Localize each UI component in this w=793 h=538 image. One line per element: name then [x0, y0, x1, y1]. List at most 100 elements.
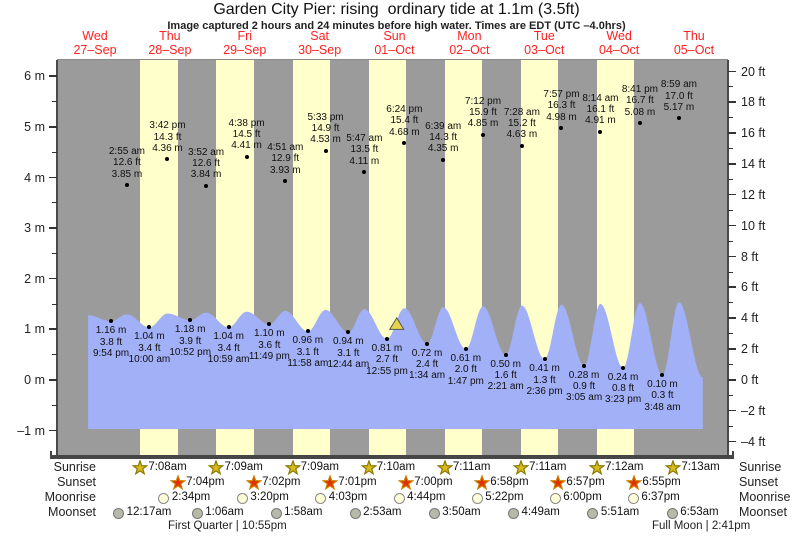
- tide-label-line: 3:23 pm: [605, 394, 642, 406]
- axis-endcap-right: [732, 451, 734, 459]
- day-date: 01–Oct: [374, 42, 415, 57]
- low-tide-point: [425, 341, 430, 346]
- meter-tick: [49, 176, 57, 179]
- feet-tick-label: 18 ft: [741, 95, 766, 110]
- moonrise-circle-icon: [627, 492, 639, 504]
- almanac-time: 7:09am: [224, 461, 263, 473]
- moonset-circle-icon: [191, 507, 203, 519]
- tide-label-line: 0.94 m: [333, 336, 364, 348]
- high-tide-label: 5:47 am 13.5 ft 4.11 m: [325, 133, 403, 167]
- tide-label-line: 14.5 ft: [232, 129, 261, 141]
- moonrise-circle-icon: [315, 492, 327, 504]
- day-name: Mon: [457, 29, 482, 43]
- tide-label-line: 3.93 m: [269, 164, 301, 176]
- feet-tick-label: 20 ft: [741, 64, 766, 79]
- low-tide-label: 1.04 m 3.4 ft 10:59 am: [190, 331, 268, 365]
- low-tide-label: 0.94 m 3.1 ft 12:44 am: [309, 336, 387, 370]
- tide-label-line: 2:55 am: [108, 146, 145, 158]
- tide-label-line: 0.9 ft: [572, 381, 596, 393]
- tide-label-line: 10:52 pm: [169, 346, 212, 358]
- tide-label-line: 2:36 pm: [526, 385, 563, 397]
- day-label: Thu 05–Oct: [657, 29, 731, 57]
- high-tide-point: [637, 120, 642, 125]
- tide-label-line: 4:51 am: [267, 142, 304, 154]
- meter-tick-label: 1 m: [24, 322, 45, 337]
- day-date: 27–Sep: [73, 42, 117, 57]
- feet-minor-tick: [728, 425, 733, 427]
- tide-label-line: 1.18 m: [174, 324, 206, 336]
- meter-minor-tick: [52, 151, 57, 153]
- feet-tick: [728, 132, 736, 134]
- day-name: Fri: [237, 29, 253, 43]
- high-tide-label: 3:42 pm 14.3 ft 4.36 m: [128, 120, 206, 154]
- meter-minor-tick: [52, 202, 57, 204]
- day-date: 03–Oct: [524, 42, 565, 57]
- day-name: Sat: [310, 29, 329, 43]
- tide-label-line: 15.4 ft: [390, 115, 419, 127]
- moonset-circle-icon: [113, 507, 125, 519]
- tide-label-line: 3:48 am: [644, 401, 681, 413]
- tide-label-line: 4.53 m: [310, 134, 341, 146]
- day-label: Sun 01–Oct: [358, 29, 432, 57]
- moonset-circle-icon: [587, 507, 599, 519]
- almanac-time: 7:00pm: [414, 476, 453, 488]
- almanac-row-label-left: Moonrise: [44, 490, 96, 504]
- feet-tick: [728, 224, 736, 227]
- tide-label-line: 5.17 m: [663, 101, 695, 113]
- almanac-time: 4:49am: [521, 506, 560, 518]
- day-name: Tue: [533, 29, 555, 43]
- high-tide-point: [598, 129, 603, 134]
- feet-tick-label: –2 ft: [741, 403, 766, 418]
- tide-label-line: 3:52 am: [187, 146, 225, 158]
- tide-label-line: 3.84 m: [190, 169, 222, 181]
- day-date: 28–Sep: [148, 42, 192, 57]
- tide-label-line: 1.04 m: [213, 331, 244, 343]
- moonrise-circle-icon: [236, 492, 248, 504]
- feet-tick: [728, 409, 736, 412]
- sunrise-star-icon: [360, 460, 377, 476]
- low-tide-label: 0.81 m 2.7 ft 12:55 pm: [348, 343, 426, 377]
- tide-label-line: 6:39 am: [425, 120, 462, 132]
- feet-tick-label: 4 ft: [741, 311, 759, 326]
- high-tide-label: 4:38 pm 14.5 ft 4.41 m: [208, 118, 286, 152]
- tide-label-line: 1:34 am: [409, 370, 446, 382]
- low-tide-label: 0.72 m 2.4 ft 1:34 am: [388, 348, 466, 382]
- feet-minor-tick: [728, 302, 733, 304]
- almanac-time: 7:02pm: [262, 476, 301, 488]
- moonrise-circle-icon: [158, 492, 170, 504]
- tide-label-line: 3.1 ft: [296, 346, 319, 358]
- feet-tick-label: 0 ft: [741, 373, 759, 387]
- low-tide-label: 1.18 m 3.9 ft 10:52 pm: [151, 324, 229, 358]
- day-date: 04–Oct: [598, 42, 640, 57]
- almanac-time: 7:11am: [452, 461, 491, 473]
- feet-tick: [728, 348, 736, 350]
- moonrise-circle-icon: [471, 492, 483, 504]
- tide-label-line: 2.0 ft: [454, 364, 477, 376]
- tide-label-line: 11:49 pm: [248, 350, 290, 362]
- tide-label-line: 3.6 ft: [258, 339, 281, 351]
- tide-label-line: 13.5 ft: [350, 144, 379, 156]
- feet-tick-label: 2 ft: [741, 342, 759, 357]
- chart-subtitle: Image captured 2 hours and 24 minutes be…: [167, 20, 626, 32]
- almanac-row-label-left: Sunset: [57, 475, 96, 489]
- bottom-axis-bar: [50, 455, 734, 459]
- plot-top-border: [57, 59, 728, 60]
- sunset-star-icon: [246, 475, 263, 491]
- feet-tick: [728, 255, 736, 258]
- tide-label-line: 4.85 m: [467, 118, 499, 130]
- tide-label-line: 3.4 ft: [217, 342, 240, 354]
- moonset-circle-icon: [666, 507, 678, 519]
- almanac-time: 6:55pm: [642, 476, 681, 488]
- day-name: Sun: [383, 29, 406, 43]
- tide-label-line: 4.36 m: [152, 142, 183, 154]
- tide-label-line: 14.9 ft: [311, 123, 340, 135]
- high-tide-label: 5:33 pm 14.9 ft 4.53 m: [287, 112, 365, 146]
- tide-label-line: 0.41 m: [529, 363, 560, 375]
- meter-minor-tick: [52, 354, 57, 356]
- sunset-star-icon: [398, 475, 415, 491]
- tide-label-line: 14.3 ft: [429, 132, 458, 144]
- almanac-row-label-right: Moonset: [739, 505, 787, 519]
- tide-label-line: 4:38 pm: [228, 117, 265, 129]
- sunrise-star-icon: [665, 460, 682, 476]
- meter-minor-tick: [52, 253, 57, 254]
